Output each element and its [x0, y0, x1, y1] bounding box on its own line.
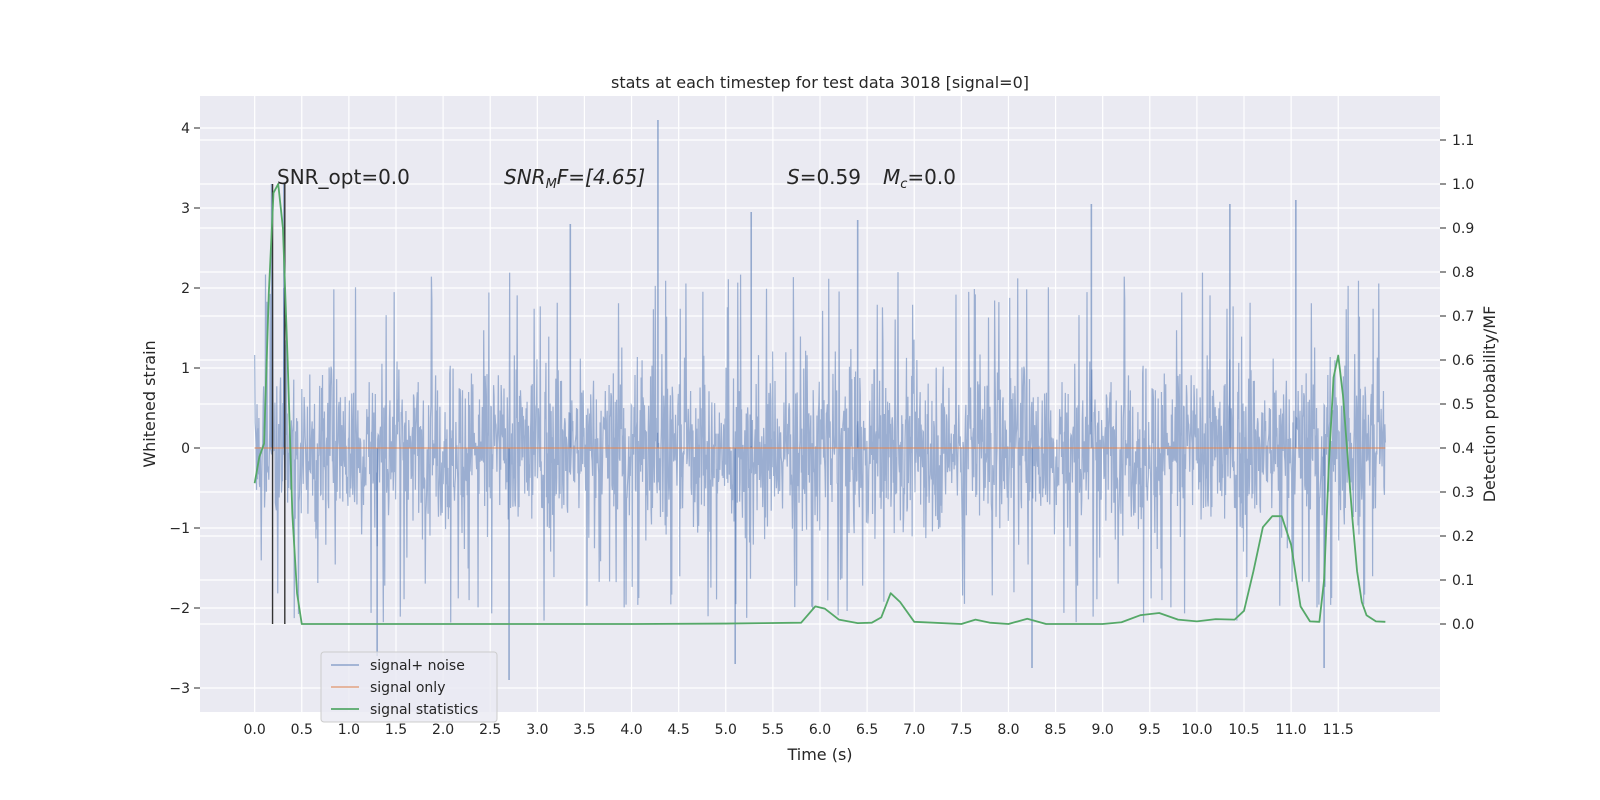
x-tick-label: 8.0 — [997, 722, 1019, 738]
signal-statistics-line — [253, 183, 1386, 625]
x-tick-label: 6.0 — [809, 722, 831, 738]
s-label: S — [787, 165, 800, 189]
x-tick-label: 7.5 — [950, 722, 972, 738]
snr-mf-base: SNR — [504, 165, 546, 189]
x-tick-label: 4.5 — [668, 722, 690, 738]
s-value: =0.59 — [800, 165, 861, 189]
signal-noise-series — [254, 120, 1386, 680]
y-tick-label: 0 — [181, 441, 190, 457]
mc-value: =0.0 — [907, 165, 956, 189]
x-tick-label: 3.0 — [526, 722, 548, 738]
snr-mf-rest: F=[4.65] — [557, 165, 645, 189]
y-right-tick-label: 1.0 — [1452, 177, 1474, 193]
annotation-snr-mf: SNRMF=[4.65] — [504, 165, 645, 192]
x-tick-label: 10.0 — [1181, 722, 1212, 738]
x-tick-label: 5.5 — [762, 722, 784, 738]
y-right-tick-label: 1.1 — [1452, 133, 1474, 149]
x-tick-label: 2.5 — [479, 722, 501, 738]
y-right-tick-label: 0.6 — [1452, 353, 1474, 369]
legend: signal+ noise signal only signal statist… — [320, 651, 498, 723]
x-tick-label: 10.5 — [1228, 722, 1259, 738]
x-tick-label: 1.5 — [385, 722, 407, 738]
x-tick-label: 11.5 — [1323, 722, 1354, 738]
x-tick-label: 5.0 — [715, 722, 737, 738]
x-tick-label: 9.5 — [1139, 722, 1161, 738]
y-right-tick-label: 0.3 — [1452, 485, 1474, 501]
x-tick-label: 8.5 — [1044, 722, 1066, 738]
legend-box — [320, 651, 498, 723]
x-tick-label: 0.5 — [291, 722, 313, 738]
y-tick-label: 1 — [181, 361, 190, 377]
legend-label-noise: signal+ noise — [370, 658, 465, 674]
x-axis-ticks: 0.0 0.5 1.0 1.5 2.0 2.5 3.0 3.5 4.0 4.5 5.0 5.5 6.0 6… — [244, 722, 1354, 738]
y-tick-label: −1 — [169, 521, 190, 537]
y-tick-label: 2 — [181, 281, 190, 297]
x-tick-label: 0.0 — [244, 722, 266, 738]
signal-noise-line — [254, 272, 1386, 623]
y-right-tick-label: 0.8 — [1452, 265, 1474, 281]
x-tick-label: 9.0 — [1092, 722, 1114, 738]
mc-base: M — [883, 165, 900, 189]
y-axis-label: Whitened strain — [140, 340, 159, 467]
y-tick-label: −3 — [169, 681, 190, 697]
x-tick-label: 7.0 — [903, 722, 925, 738]
x-tick-label: 1.0 — [338, 722, 360, 738]
x-tick-label: 3.5 — [573, 722, 595, 738]
y-right-tick-label: 0.2 — [1452, 529, 1474, 545]
chart-title: stats at each timestep for test data 301… — [611, 73, 1029, 92]
legend-label-signal: signal only — [370, 680, 445, 696]
x-axis-label: Time (s) — [786, 745, 852, 764]
y-tick-label: 3 — [181, 201, 190, 217]
y-right-tick-label: 0.4 — [1452, 441, 1474, 457]
x-tick-label: 4.0 — [620, 722, 642, 738]
annotation-s-mc: S=0.59 Mc=0.0 — [787, 165, 956, 192]
signal-statistics-series — [253, 183, 1386, 625]
y-tick-label: −2 — [169, 601, 190, 617]
y-axis-ticks: −3 −2 −1 0 1 2 3 4 — [169, 121, 200, 697]
x-tick-label: 2.0 — [432, 722, 454, 738]
snr-mf-sub: M — [546, 177, 557, 192]
y-right-tick-label: 0.7 — [1452, 309, 1474, 325]
y-right-axis-ticks: 0.0 0.1 0.2 0.3 0.4 0.5 0.6 0.7 0.8 0.9 1.0 1.1 — [1440, 133, 1474, 633]
annotation-snr-opt: SNR_opt=0.0 — [277, 165, 410, 189]
x-tick-label: 11.0 — [1276, 722, 1307, 738]
y-right-tick-label: 0.1 — [1452, 573, 1474, 589]
y-right-tick-label: 0.9 — [1452, 221, 1474, 237]
y-right-axis-label: Detection probability/MF — [1480, 306, 1499, 503]
y-right-tick-label: 0.5 — [1452, 397, 1474, 413]
legend-label-stats: signal statistics — [370, 702, 478, 718]
x-tick-label: 6.5 — [856, 722, 878, 738]
y-tick-label: 4 — [181, 121, 190, 137]
y-right-tick-label: 0.0 — [1452, 617, 1474, 633]
mc-sub: c — [900, 177, 907, 192]
